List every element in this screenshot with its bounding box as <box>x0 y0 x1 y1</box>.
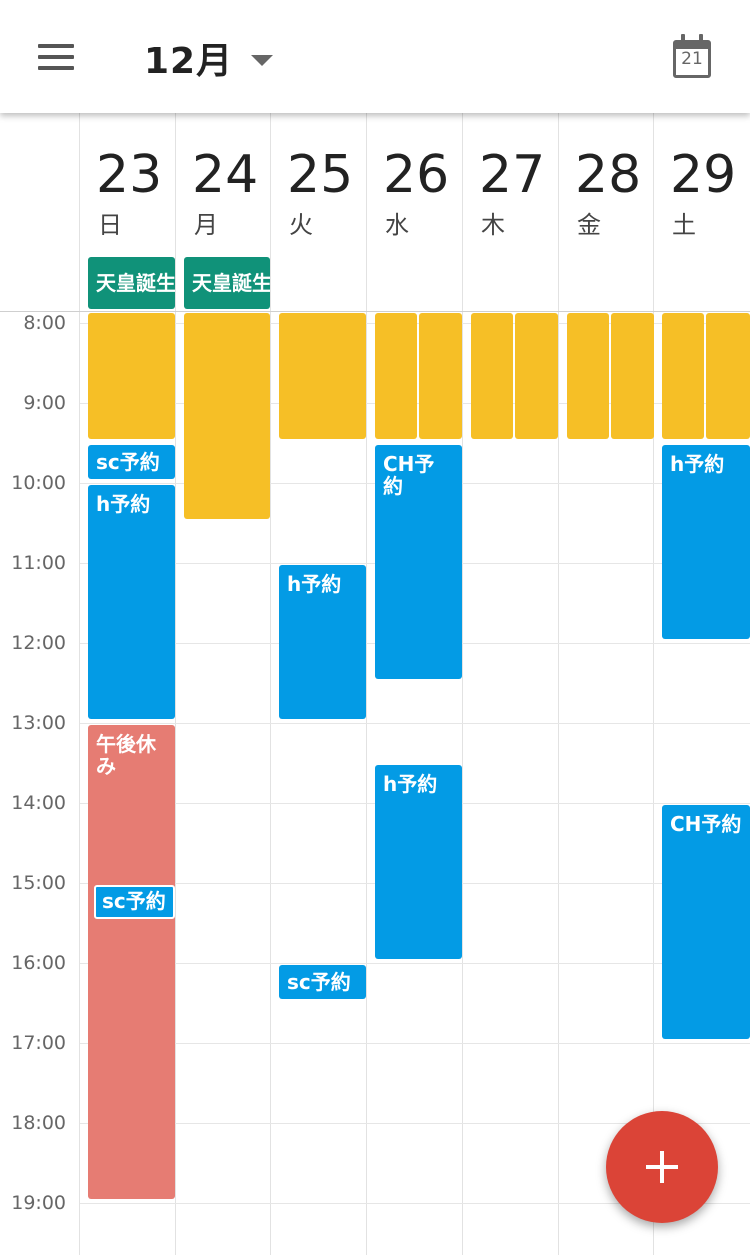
time-label: 11:00 <box>11 552 66 574</box>
event-block-yellow[interactable] <box>279 313 366 439</box>
event-ch-reservation[interactable]: CH予約 <box>375 445 462 679</box>
event-h-reservation[interactable]: h予約 <box>279 565 366 719</box>
event-block-yellow[interactable] <box>419 313 462 439</box>
time-label: 18:00 <box>11 1112 66 1134</box>
all-day-event-sun[interactable]: 天皇誕生日 <box>88 257 175 309</box>
time-label: 16:00 <box>11 952 66 974</box>
add-event-button[interactable] <box>606 1111 718 1223</box>
event-block-yellow[interactable] <box>706 313 750 439</box>
today-number: 21 <box>681 49 703 69</box>
week-grid: 23 日 24 月 25 火 26 水 27 木 28 金 29 土 天皇誕生日… <box>0 113 750 1255</box>
month-selector[interactable]: 12月 <box>144 34 274 82</box>
time-label: 14:00 <box>11 792 66 814</box>
event-block-yellow[interactable] <box>184 313 270 519</box>
calendar-today-icon[interactable]: 21 <box>670 34 714 82</box>
all-day-divider <box>0 311 750 312</box>
all-day-event-mon[interactable]: 天皇誕生日 振替休日 <box>184 257 270 309</box>
time-label: 8:00 <box>23 312 66 334</box>
event-afternoon-off[interactable]: 午後休み <box>88 725 175 1199</box>
event-h-reservation[interactable]: h予約 <box>662 445 750 639</box>
event-block-yellow[interactable] <box>88 313 175 439</box>
time-label: 9:00 <box>23 392 66 414</box>
time-label: 12:00 <box>11 632 66 654</box>
app-bar: 12月 21 <box>0 0 750 113</box>
event-sc-reservation[interactable]: sc予約 <box>279 965 366 999</box>
time-label: 17:00 <box>11 1032 66 1054</box>
time-label: 10:00 <box>11 472 66 494</box>
time-label: 19:00 <box>11 1192 66 1214</box>
event-block-yellow[interactable] <box>515 313 558 439</box>
event-block-yellow[interactable] <box>471 313 513 439</box>
time-label: 15:00 <box>11 872 66 894</box>
event-block-yellow[interactable] <box>567 313 609 439</box>
hamburger-menu-icon[interactable] <box>30 38 82 78</box>
event-sc-reservation[interactable]: sc予約 <box>94 885 175 919</box>
dropdown-caret-icon <box>251 54 274 66</box>
event-sc-reservation[interactable]: sc予約 <box>88 445 175 479</box>
event-h-reservation[interactable]: h予約 <box>375 765 462 959</box>
month-label: 12月 <box>144 41 234 82</box>
event-ch-reservation[interactable]: CH予約 <box>662 805 750 1039</box>
time-label: 13:00 <box>11 712 66 734</box>
event-block-yellow[interactable] <box>662 313 704 439</box>
event-block-yellow[interactable] <box>375 313 417 439</box>
event-h-reservation[interactable]: h予約 <box>88 485 175 719</box>
event-block-yellow[interactable] <box>611 313 654 439</box>
